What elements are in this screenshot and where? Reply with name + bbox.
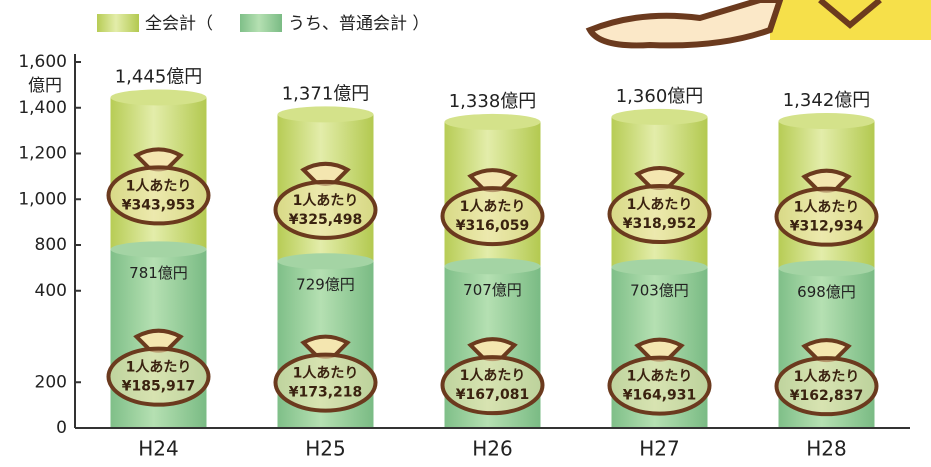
y-tick-label: 400 (35, 281, 67, 301)
bar-top (110, 241, 207, 258)
money-bag (774, 356, 879, 417)
money-bag (273, 352, 378, 413)
bar-top (611, 259, 708, 276)
money-bag (440, 355, 545, 416)
y-tick-label: 1,400 (18, 98, 67, 118)
money-bag (106, 165, 211, 226)
money-bag (607, 184, 712, 245)
value-label: 1,360億円 (616, 86, 704, 107)
bar-top (611, 108, 708, 125)
per-capita-value: ¥312,934 (790, 219, 864, 235)
money-bag (273, 179, 378, 240)
y-tick-label: 1,600 (18, 52, 67, 72)
hand (585, 0, 784, 49)
x-tick-label: H27 (639, 437, 680, 461)
per-capita-caption: 1人あたり (293, 192, 359, 209)
per-capita-value: ¥325,498 (289, 212, 363, 228)
yellow-box (770, 0, 931, 40)
per-capita-caption: 1人あたり (460, 198, 526, 215)
money-bag (607, 355, 712, 416)
x-tick-label: H26 (472, 437, 513, 461)
bar-top (110, 89, 207, 106)
money-bag (440, 186, 545, 247)
legend: 全会計（ うち、普通会計 ） (97, 14, 429, 34)
value-label: 781億円 (129, 264, 188, 282)
per-capita-caption: 1人あたり (126, 177, 192, 194)
per-capita-value: ¥185,917 (122, 379, 196, 395)
legend-label: うち、普通会計 ） (288, 14, 429, 34)
value-label: 1,342億円 (783, 90, 871, 111)
per-capita-value: ¥316,059 (456, 218, 530, 234)
value-label: 1,338億円 (449, 91, 537, 112)
y-tick-label: 1,000 (18, 189, 67, 209)
per-capita-caption: 1人あたり (794, 199, 860, 216)
bar-top (778, 113, 875, 130)
hand-detail (818, 0, 882, 29)
x-tick-label: H25 (305, 437, 346, 461)
value-label: 707億円 (463, 281, 522, 299)
legend-swatch (240, 14, 282, 32)
per-capita-caption: 1人あたり (627, 196, 693, 213)
per-capita-value: ¥173,218 (289, 385, 363, 401)
y-tick-label: 200 (35, 372, 67, 392)
per-capita-caption: 1人あたり (460, 367, 526, 384)
bar-top (778, 260, 875, 277)
per-capita-value: ¥162,837 (790, 388, 864, 404)
value-label: 729億円 (296, 276, 355, 294)
y-tick-label: 1,200 (18, 144, 67, 164)
per-capita-caption: 1人あたり (794, 368, 860, 385)
pointing-hand-illustration (585, 0, 931, 49)
bar-top (277, 106, 374, 123)
legend-label: 全会計（ (145, 14, 213, 34)
bar-top (444, 258, 541, 275)
money-bag (774, 186, 879, 247)
per-capita-value: ¥167,081 (456, 387, 530, 403)
value-label: 698億円 (797, 283, 856, 301)
bar-top (277, 253, 374, 270)
per-capita-value: ¥164,931 (623, 388, 697, 404)
x-tick-label: H28 (806, 437, 847, 461)
value-label: 1,445億円 (115, 66, 203, 87)
y-tick-label: 800 (35, 235, 67, 255)
per-capita-caption: 1人あたり (627, 368, 693, 385)
y-axis-label: 億円 (28, 76, 62, 96)
per-capita-caption: 1人あたり (293, 365, 359, 382)
per-capita-value: ¥343,953 (122, 197, 196, 213)
legend-swatch (97, 14, 139, 32)
money-bag (106, 346, 211, 407)
y-tick-label: 0 (56, 418, 67, 438)
per-capita-caption: 1人あたり (126, 359, 192, 376)
value-label: 703億円 (630, 282, 689, 300)
x-tick-label: H24 (138, 437, 179, 461)
bar-top (444, 113, 541, 130)
per-capita-value: ¥318,952 (623, 216, 697, 232)
value-label: 1,371億円 (282, 83, 370, 104)
